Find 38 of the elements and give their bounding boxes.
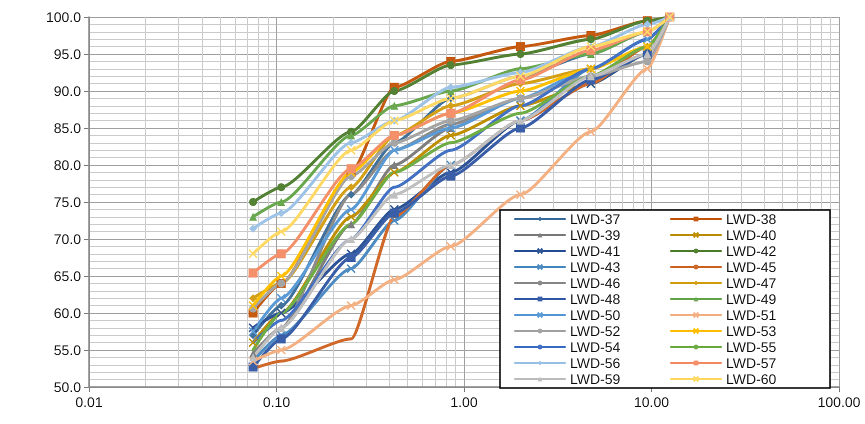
legend-label: LWD-50	[570, 307, 621, 323]
y-tick-label: 80.0	[54, 157, 82, 173]
legend-label: LWD-43	[570, 259, 621, 275]
y-tick-label: 55.0	[54, 342, 82, 358]
x-tick-label: 100.00	[818, 394, 861, 410]
legend-label: LWD-52	[570, 323, 621, 339]
legend-label: LWD-59	[570, 371, 621, 387]
legend-label: LWD-60	[726, 371, 777, 387]
legend-label: LWD-54	[570, 339, 621, 355]
x-tick-label: 0.01	[75, 394, 103, 410]
legend-label: LWD-37	[570, 211, 621, 227]
y-tick-label: 75.0	[54, 194, 82, 210]
x-tick-label: 1.00	[450, 394, 478, 410]
x-tick-label: 0.10	[262, 394, 290, 410]
legend-label: LWD-53	[726, 323, 777, 339]
y-tick-label: 65.0	[54, 268, 82, 284]
legend-label: LWD-47	[726, 275, 777, 291]
legend-label: LWD-49	[726, 291, 777, 307]
legend-label: LWD-55	[726, 339, 777, 355]
legend-label: LWD-40	[726, 227, 777, 243]
legend-label: LWD-51	[726, 307, 777, 323]
legend-label: LWD-45	[726, 259, 777, 275]
legend-label: LWD-42	[726, 243, 777, 259]
y-tick-label: 70.0	[54, 231, 82, 247]
legend-label: LWD-38	[726, 211, 777, 227]
x-tick-label: 10.00	[634, 394, 670, 410]
y-tick-label: 60.0	[54, 305, 82, 321]
y-tick-label: 100.0	[46, 9, 82, 25]
y-tick-label: 50.0	[54, 379, 82, 395]
y-tick-label: 95.0	[54, 46, 82, 62]
legend-label: LWD-39	[570, 227, 621, 243]
legend-label: LWD-57	[726, 355, 777, 371]
legend-label: LWD-46	[570, 275, 621, 291]
legend-label: LWD-48	[570, 291, 621, 307]
y-tick-label: 90.0	[54, 83, 82, 99]
legend-label: LWD-41	[570, 243, 621, 259]
legend-label: LWD-56	[570, 355, 621, 371]
y-tick-label: 85.0	[54, 120, 82, 136]
